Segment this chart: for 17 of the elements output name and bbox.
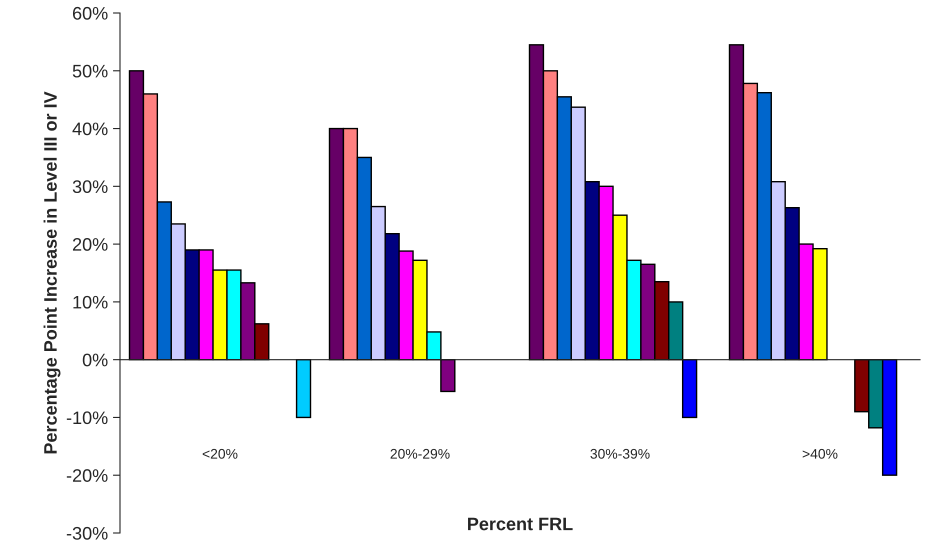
y-tick-label: 50% — [72, 64, 108, 78]
y-tick-label: 30% — [72, 180, 108, 194]
y-tick-label: -20% — [66, 469, 108, 482]
y-tick-label: 0% — [82, 354, 108, 366]
y-tick-label: 40% — [72, 122, 108, 136]
bar — [296, 358, 312, 418]
x-axis-title: Percent FRL — [468, 518, 573, 530]
x-tick-label: 20%-29% — [390, 448, 450, 459]
x-tick-label: >40% — [802, 448, 838, 459]
y-tick-label: -30% — [66, 526, 108, 540]
y-tick-label: 60% — [72, 6, 108, 20]
x-tick-label: 30%-39% — [590, 448, 650, 459]
y-axis-title: Percentage Point Increase in Level III or IV — [44, 91, 60, 454]
x-tick-label: <20% — [202, 448, 238, 459]
y-tick-label: 10% — [73, 296, 108, 309]
y-tick-label: 20% — [72, 238, 108, 251]
y-tick-label: -10% — [66, 411, 108, 424]
